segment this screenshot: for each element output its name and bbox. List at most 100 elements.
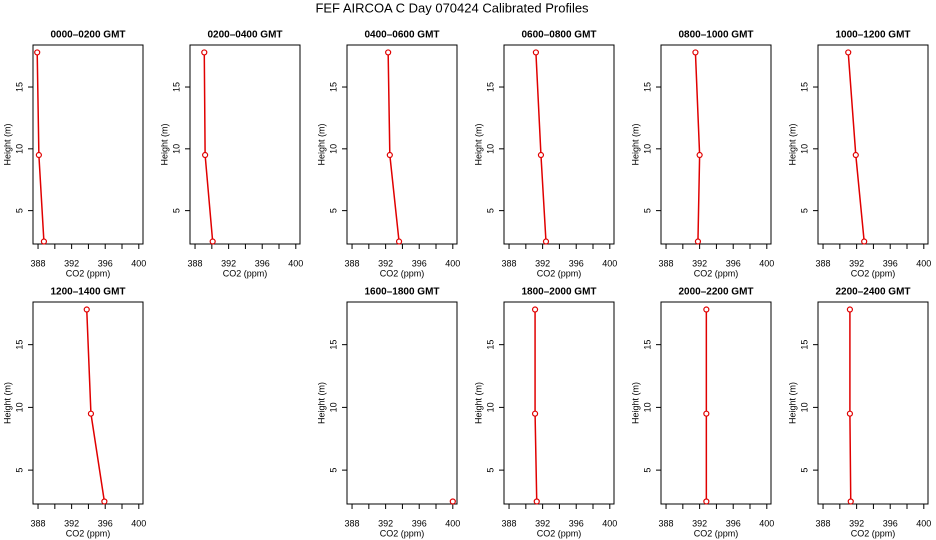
profile-line — [85, 309, 106, 502]
data-point — [692, 49, 699, 56]
data-point — [35, 151, 42, 159]
panel: 0000–0200 GMT 388 392 396 400 5 10 15 CO2 (ppm) H… — [2, 30, 146, 279]
x-tick-label: 388 — [31, 518, 46, 528]
x-tick-label: 400 — [759, 518, 774, 528]
y-tick-label: 10 — [642, 402, 652, 412]
x-tick-label: 392 — [692, 258, 707, 268]
y-tick-label: 10 — [328, 144, 338, 154]
panel: 1000–1200 GMT 388 392 396 400 5 10 15 CO2 (ppm) H… — [787, 30, 931, 279]
x-tick-label: 396 — [726, 518, 741, 528]
data-point — [542, 238, 550, 245]
x-tick-label: 388 — [31, 258, 46, 268]
data-point — [201, 49, 208, 56]
data-point — [845, 49, 852, 56]
x-tick-label: 396 — [412, 518, 427, 528]
x-tick-label: 396 — [98, 518, 113, 528]
x-tick-label: 388 — [188, 258, 203, 268]
x-tick-label: 396 — [569, 518, 584, 528]
x-tick-label: 400 — [131, 518, 146, 528]
panel-title: 0200–0400 GMT — [207, 30, 282, 41]
x-tick-label: 388 — [345, 258, 360, 268]
profile-line — [694, 52, 701, 242]
x-tick-label: 392 — [849, 258, 864, 268]
data-point — [703, 410, 710, 417]
x-tick-label: 396 — [255, 258, 270, 268]
y-tick-label: 5 — [171, 208, 181, 213]
x-tick-label: 392 — [378, 518, 393, 528]
x-tick-label: 392 — [535, 258, 550, 268]
data-point — [87, 410, 95, 417]
panel: 1200–1400 GMT 388 392 396 400 5 10 15 CO2 (ppm) H… — [2, 287, 146, 539]
panel: 0600–0800 GMT 388 392 396 400 5 10 15 CO2 (ppm) H… — [473, 30, 617, 279]
y-tick-label: 15 — [328, 82, 338, 92]
y-tick-label: 15 — [328, 340, 338, 350]
data-point — [847, 498, 854, 505]
y-tick-label: 15 — [485, 340, 495, 350]
panel: 0800–1000 GMT 388 392 396 400 5 10 15 CO2 (ppm) H… — [630, 30, 774, 279]
y-tick-label: 5 — [799, 468, 809, 473]
y-tick-label: 15 — [642, 82, 652, 92]
y-axis-label: Height (m) — [2, 123, 12, 165]
y-axis-label: Height (m) — [630, 382, 640, 424]
x-tick-label: 388 — [345, 518, 360, 528]
y-tick-label: 15 — [171, 82, 181, 92]
panel-title: 1000–1200 GMT — [835, 30, 910, 41]
x-axis-label: CO2 (ppm) — [537, 528, 582, 538]
profile-line — [849, 309, 852, 502]
y-axis-label: Height (m) — [473, 123, 483, 165]
data-point — [385, 49, 392, 56]
y-axis-label: Height (m) — [787, 123, 797, 165]
x-tick-label: 400 — [445, 518, 460, 528]
page-title: FEF AIRCOA C Day 070424 Calibrated Profi… — [315, 0, 589, 15]
x-tick-label: 388 — [659, 518, 674, 528]
profile-line — [535, 52, 547, 242]
data-point — [101, 498, 108, 505]
x-tick-label: 400 — [288, 258, 303, 268]
plot-frame — [503, 44, 615, 245]
y-tick-label: 15 — [485, 82, 495, 92]
y-tick-label: 15 — [14, 340, 24, 350]
panel-title: 0600–0800 GMT — [521, 30, 596, 41]
data-point — [846, 410, 854, 417]
plot-frame — [346, 301, 458, 505]
y-axis-label: Height (m) — [787, 382, 797, 424]
x-tick-label: 400 — [602, 258, 617, 268]
profile-line — [387, 52, 400, 242]
x-tick-label: 392 — [535, 518, 550, 528]
y-tick-label: 5 — [328, 468, 338, 473]
plot-frame — [660, 44, 772, 245]
profile-line — [203, 52, 214, 242]
x-axis-label: CO2 (ppm) — [694, 528, 739, 538]
x-tick-label: 396 — [98, 258, 113, 268]
plot-frame — [817, 44, 929, 245]
y-tick-label: 15 — [642, 340, 652, 350]
y-tick-label: 10 — [799, 144, 809, 154]
data-point — [861, 238, 868, 245]
plot-frame — [346, 44, 458, 245]
x-tick-label: 392 — [221, 258, 236, 268]
x-axis-label: CO2 (ppm) — [851, 528, 896, 538]
x-tick-label: 396 — [883, 258, 898, 268]
y-tick-label: 10 — [171, 144, 181, 154]
x-tick-label: 396 — [412, 258, 427, 268]
y-tick-label: 15 — [799, 340, 809, 350]
y-tick-label: 5 — [328, 208, 338, 213]
x-tick-label: 392 — [378, 258, 393, 268]
panel-title: 2000–2200 GMT — [678, 287, 753, 298]
plot-frame — [189, 44, 301, 245]
plot-frame — [503, 301, 615, 505]
x-tick-label: 396 — [883, 518, 898, 528]
y-axis-label: Height (m) — [316, 382, 326, 424]
panel-title: 0800–1000 GMT — [678, 30, 753, 41]
x-tick-label: 400 — [602, 518, 617, 528]
profile-line — [847, 52, 865, 242]
x-tick-label: 396 — [569, 258, 584, 268]
x-axis-label: CO2 (ppm) — [537, 268, 582, 278]
data-point — [386, 151, 393, 159]
plot-frame — [32, 44, 144, 245]
y-tick-label: 10 — [485, 144, 495, 154]
y-tick-label: 5 — [799, 208, 809, 213]
y-tick-label: 10 — [14, 402, 24, 412]
x-axis-label: CO2 (ppm) — [223, 268, 268, 278]
y-tick-label: 10 — [642, 144, 652, 154]
